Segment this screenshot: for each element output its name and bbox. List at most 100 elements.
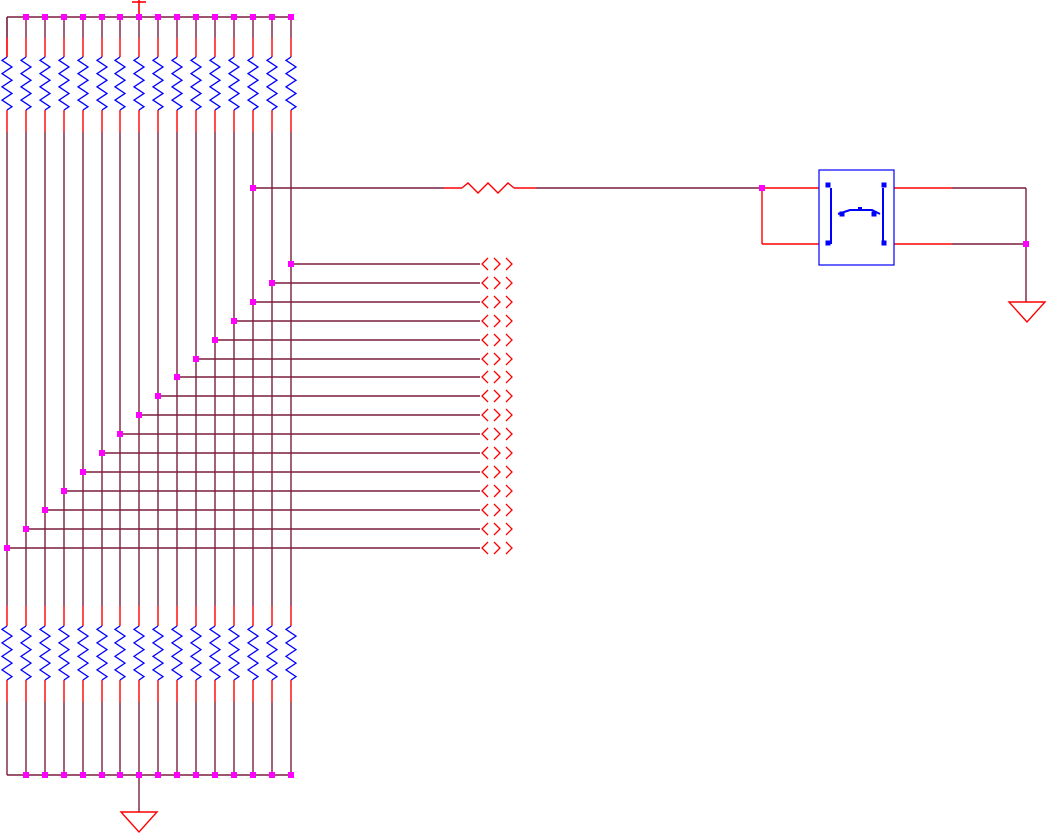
connector-pin bbox=[481, 484, 513, 498]
top-resistor bbox=[95, 56, 109, 111]
junction-dot bbox=[231, 14, 237, 20]
junction-dot bbox=[117, 431, 123, 437]
junction-dot bbox=[99, 772, 105, 778]
top-resistor bbox=[57, 56, 71, 111]
connector-pin bbox=[481, 541, 513, 555]
junction-dot bbox=[155, 14, 161, 20]
connector-pin bbox=[481, 465, 513, 479]
bottom-resistor bbox=[227, 625, 241, 681]
junction-dot bbox=[250, 299, 256, 305]
junction-dot bbox=[136, 412, 142, 418]
junction-dot bbox=[42, 14, 48, 20]
connector-pin bbox=[481, 408, 513, 422]
top-resistor bbox=[0, 56, 14, 111]
top-resistor bbox=[38, 56, 52, 111]
bottom-resistor bbox=[113, 625, 127, 681]
bottom-resistor bbox=[57, 625, 71, 681]
switch-body bbox=[818, 169, 895, 266]
top-resistor bbox=[19, 56, 33, 111]
bottom-resistor bbox=[246, 625, 260, 681]
switch-terminal bbox=[881, 240, 887, 246]
junction-dot bbox=[250, 772, 256, 778]
junction-dot bbox=[42, 507, 48, 513]
bottom-resistor bbox=[0, 625, 14, 681]
top-resistor bbox=[132, 56, 146, 111]
connector-pin bbox=[481, 427, 513, 441]
ground-symbol-right bbox=[1007, 301, 1047, 324]
junction-dot bbox=[155, 772, 161, 778]
switch-terminal bbox=[839, 211, 845, 217]
junction-dot bbox=[212, 772, 218, 778]
junction-dot bbox=[269, 14, 275, 20]
junction-dot bbox=[136, 772, 142, 778]
junction-dot bbox=[174, 772, 180, 778]
junction-dot bbox=[99, 450, 105, 456]
top-resistor bbox=[208, 56, 222, 111]
bottom-resistor bbox=[95, 625, 109, 681]
connector-pin bbox=[481, 389, 513, 403]
junction-dot bbox=[288, 772, 294, 778]
switch-terminal bbox=[825, 182, 831, 188]
connector-pin bbox=[481, 352, 513, 366]
bottom-resistor bbox=[76, 625, 90, 681]
junction-dot bbox=[117, 772, 123, 778]
junction-dot bbox=[174, 374, 180, 380]
junction-dot bbox=[193, 14, 199, 20]
junction-dot bbox=[42, 772, 48, 778]
top-resistor bbox=[227, 56, 241, 111]
junction-dot bbox=[250, 185, 256, 191]
top-resistor bbox=[265, 56, 279, 111]
junction-layer bbox=[4, 14, 1029, 778]
junction-dot bbox=[23, 772, 29, 778]
connector-pin bbox=[481, 276, 513, 290]
junction-dot bbox=[193, 356, 199, 362]
top-resistor bbox=[151, 56, 165, 111]
junction-dot bbox=[231, 772, 237, 778]
top-resistor bbox=[76, 56, 90, 111]
connector-pin bbox=[481, 333, 513, 347]
junction-dot bbox=[269, 772, 275, 778]
bottom-resistor bbox=[151, 625, 165, 681]
connector-pin bbox=[481, 522, 513, 536]
wire-layer bbox=[6, 16, 1027, 812]
bottom-resistor bbox=[19, 625, 33, 681]
junction-dot bbox=[250, 14, 256, 20]
top-resistor bbox=[170, 56, 184, 111]
pin-layer bbox=[6, 38, 952, 702]
connector-pin bbox=[481, 370, 513, 384]
junction-dot bbox=[80, 772, 86, 778]
switch-contacts bbox=[830, 188, 884, 244]
junction-dot bbox=[231, 318, 237, 324]
bottom-resistor bbox=[189, 625, 203, 681]
junction-dot bbox=[1023, 241, 1029, 247]
switch-terminal bbox=[825, 240, 831, 246]
connector-pin bbox=[481, 503, 513, 517]
junction-dot bbox=[193, 772, 199, 778]
junction-dot bbox=[136, 14, 142, 20]
bottom-resistor bbox=[38, 625, 52, 681]
junction-dot bbox=[23, 526, 29, 532]
bottom-resistor bbox=[170, 625, 184, 681]
junction-dot bbox=[61, 772, 67, 778]
junction-dot bbox=[212, 14, 218, 20]
switch-terminal bbox=[881, 182, 887, 188]
junction-dot bbox=[269, 280, 275, 286]
connector-pin bbox=[481, 446, 513, 460]
junction-dot bbox=[155, 393, 161, 399]
junction-dot bbox=[759, 185, 765, 191]
connector-pin bbox=[481, 257, 513, 271]
junction-dot bbox=[117, 14, 123, 20]
junction-dot bbox=[4, 545, 10, 551]
junction-dot bbox=[80, 14, 86, 20]
junction-dot bbox=[61, 488, 67, 494]
junction-dot bbox=[99, 14, 105, 20]
junction-dot bbox=[174, 14, 180, 20]
switch-terminal bbox=[871, 211, 877, 217]
top-resistor bbox=[189, 56, 203, 111]
top-resistor bbox=[284, 56, 298, 111]
bottom-resistor bbox=[284, 625, 298, 681]
junction-dot bbox=[288, 14, 294, 20]
junction-dot bbox=[212, 337, 218, 343]
